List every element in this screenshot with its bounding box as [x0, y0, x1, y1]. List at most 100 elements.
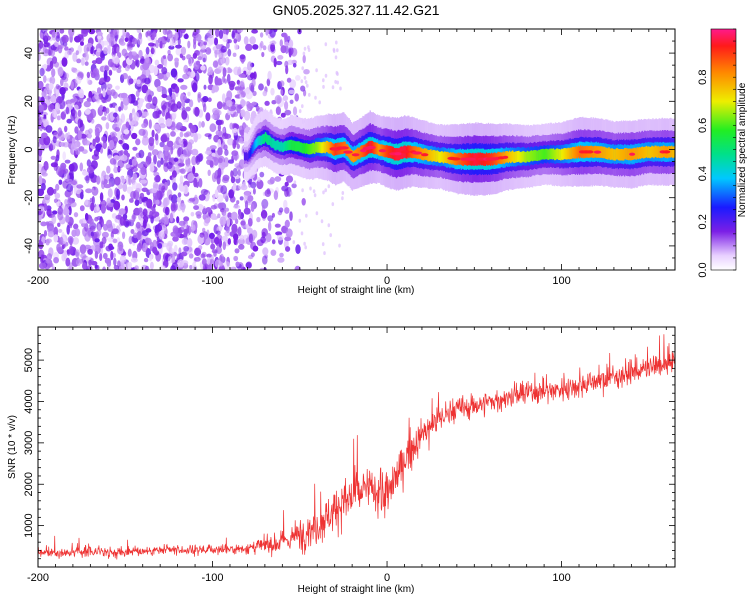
ridge-cell [256, 137, 258, 147]
noise-speckle [114, 126, 120, 132]
noise-speckle [334, 79, 337, 84]
noise-speckle [141, 166, 146, 173]
noise-speckle [303, 46, 307, 51]
noise-speckle [234, 248, 240, 254]
noise-speckle [282, 95, 289, 102]
ridge-cell [509, 151, 512, 164]
noise-speckle [235, 218, 239, 225]
noise-speckle [232, 111, 239, 117]
noise-speckle [261, 51, 265, 58]
ridge-cell [346, 144, 348, 156]
noise-speckle [265, 232, 272, 243]
noise-speckle [252, 245, 259, 252]
noise-speckle [206, 37, 213, 47]
noise-speckle [334, 55, 338, 60]
noise-speckle [59, 29, 65, 34]
noise-speckle [67, 131, 71, 140]
noise-speckle [191, 148, 199, 156]
ridge-cell [550, 148, 552, 160]
y-tick-label: 40 [23, 47, 35, 59]
noise-speckle [146, 30, 151, 36]
ridge-cell [647, 146, 649, 159]
ridge-cell [525, 151, 527, 163]
noise-speckle [39, 262, 47, 269]
ridge-cell [524, 151, 526, 163]
noise-speckle [146, 198, 153, 209]
noise-speckle [170, 145, 174, 155]
noise-speckle [83, 100, 91, 108]
ridge-cell [527, 151, 529, 163]
noise-speckle [138, 49, 143, 59]
noise-speckle [156, 160, 162, 168]
noise-speckle [114, 176, 121, 186]
noise-speckle [223, 144, 228, 151]
noise-speckle [247, 227, 253, 234]
noise-speckle [122, 29, 127, 36]
noise-speckle [185, 106, 191, 112]
noise-speckle [82, 262, 87, 270]
noise-speckle [56, 96, 63, 104]
noise-speckle [214, 49, 221, 55]
noise-speckle [39, 40, 44, 49]
ridge-cell [328, 142, 331, 154]
ridge-cell [575, 146, 578, 158]
noise-speckle [229, 122, 234, 130]
noise-speckle [154, 59, 160, 66]
noise-speckle [99, 241, 104, 249]
ridge-cell [563, 148, 565, 160]
noise-speckle [197, 92, 202, 99]
noise-speckle [230, 176, 236, 184]
ridge-peak [450, 157, 461, 161]
ridge-cell [655, 145, 657, 158]
ridge-cell [576, 146, 579, 159]
ridge-cell [378, 143, 380, 156]
noise-speckle [75, 148, 81, 156]
noise-speckle [47, 231, 55, 238]
noise-speckle [102, 252, 108, 260]
snr-y-label: SNR (10 * v/v) [7, 415, 18, 479]
noise-speckle [161, 185, 166, 193]
ridge-cell [279, 142, 281, 152]
noise-speckle [131, 51, 137, 56]
spectrogram-x-label: Height of straight line (km) [298, 285, 415, 296]
noise-speckle [202, 57, 206, 63]
ridge-cell [246, 152, 248, 161]
ridge-cell [542, 148, 544, 160]
noise-speckle [219, 261, 224, 267]
noise-speckle [230, 170, 234, 178]
noise-speckle [51, 68, 56, 77]
noise-speckle [76, 58, 82, 64]
noise-speckle [289, 191, 293, 196]
noise-speckle [220, 45, 227, 53]
y-tick-label: 3000 [23, 431, 35, 455]
noise-speckle [246, 103, 254, 109]
noise-speckle [88, 259, 92, 266]
noise-speckle [178, 138, 184, 145]
noise-speckle [212, 85, 220, 92]
noise-speckle [194, 257, 201, 262]
noise-speckle [300, 79, 304, 84]
noise-speckle [111, 54, 115, 63]
noise-speckle [224, 231, 231, 237]
ridge-cell [547, 149, 549, 160]
noise-speckle [182, 96, 188, 101]
noise-speckle [237, 226, 242, 237]
ridge-cell [267, 134, 269, 145]
ridge-cell [554, 149, 557, 161]
colorbar: 0.0 0.2 0.4 0.6 0.8 Normalized spectral ampl… [697, 28, 748, 278]
noise-speckle [163, 54, 167, 60]
noise-speckle [249, 36, 256, 45]
spectrogram-noise [38, 29, 345, 270]
noise-speckle [70, 162, 78, 172]
ridge-cell [568, 148, 570, 160]
noise-speckle [157, 64, 164, 69]
ridge-cell [294, 141, 296, 152]
noise-speckle [202, 214, 207, 220]
noise-speckle [284, 207, 290, 214]
ridge-cell [522, 150, 524, 162]
noise-speckle [180, 168, 186, 174]
noise-speckle [80, 191, 84, 200]
ridge-peak [593, 150, 602, 154]
noise-speckle [86, 159, 92, 167]
noise-speckle [51, 56, 58, 64]
